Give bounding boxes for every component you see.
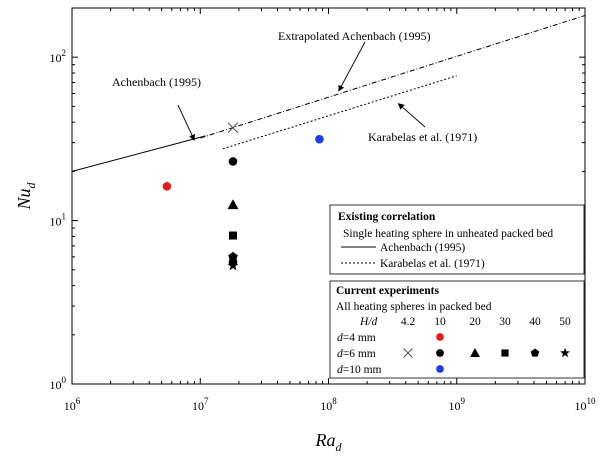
correlation-lines: [71, 15, 586, 172]
data-point: [227, 122, 239, 134]
x-tick-label: 106: [64, 396, 81, 413]
annotation-arrow: [338, 41, 366, 92]
y-axis-title: Nud: [14, 181, 38, 210]
legend-marker: [470, 348, 480, 357]
y-tick-label: 101: [50, 212, 67, 229]
data-point: [228, 157, 238, 166]
legend-hd-value: 40: [529, 316, 541, 328]
correlation-line: [200, 15, 586, 139]
annotation-arrow: [397, 103, 426, 128]
x-tick-label: 109: [449, 396, 466, 413]
legend-row-label: d=10 mm: [337, 364, 382, 376]
legend-marker: [501, 349, 509, 357]
annotation-arrow: [177, 104, 195, 141]
legend-box: [329, 204, 585, 275]
data-points: [162, 122, 324, 271]
legend-entry-label: Achenbach (1995): [380, 242, 465, 254]
legend-entry-label: Karabelas et al. (1971): [380, 258, 485, 270]
x-axis-title: Rad: [315, 430, 343, 454]
legend-hd-value: 10: [434, 316, 446, 328]
y-tick-label: 100: [50, 375, 67, 392]
legend-row-label: d=4 mm: [337, 332, 376, 344]
data-point: [227, 259, 239, 271]
legend-marker: [560, 347, 570, 358]
correlation-line: [222, 75, 457, 150]
x-tick-label: 107: [192, 396, 209, 413]
data-point: [162, 182, 172, 191]
legend-hd-value: 4.2: [401, 316, 416, 328]
x-tick-label: 1010: [575, 396, 597, 413]
legend-title: Current experiments: [336, 285, 439, 297]
data-point: [227, 199, 239, 210]
legend-current-experiments: Current experiments All heating spheres i…: [329, 280, 585, 379]
annotation-label: Achenbach (1995): [112, 75, 201, 89]
annotation-label: Karabelas et al. (1971): [368, 130, 477, 144]
legend-marker: [436, 333, 444, 341]
plot-frame: [71, 7, 586, 385]
annotation-label: Extrapolated Achenbach (1995): [278, 29, 431, 43]
correlation-line: [71, 135, 206, 172]
legend-marker: [530, 348, 540, 357]
legend-row-label: d=6 mm: [337, 348, 376, 360]
data-point: [315, 134, 324, 144]
annotations: Extrapolated Achenbach (1995) Achenbach (…: [112, 29, 477, 144]
x-tick-label: 108: [320, 396, 337, 413]
legend-marker: [436, 349, 444, 357]
legend-subtitle: Single heating sphere in unheated packed…: [343, 228, 553, 240]
legend-box: [329, 280, 585, 379]
legend-marker: [436, 365, 444, 373]
legend-marker: [403, 348, 413, 358]
legend-subtitle: All heating spheres in packed bed: [336, 301, 492, 313]
y-tick-label: 102: [50, 48, 67, 65]
legend-title: Existing correlation: [338, 211, 436, 223]
legend-existing-correlation: Existing correlation Single heating spher…: [329, 204, 585, 275]
data-point: [228, 231, 237, 240]
legend-hd-value: 20: [469, 316, 481, 328]
legend-hd-value: 30: [499, 316, 511, 328]
legend-hd-value: 50: [559, 316, 571, 328]
legend-hd-label: H/d: [359, 316, 378, 328]
axis-titles: Rad Nud: [14, 181, 343, 454]
